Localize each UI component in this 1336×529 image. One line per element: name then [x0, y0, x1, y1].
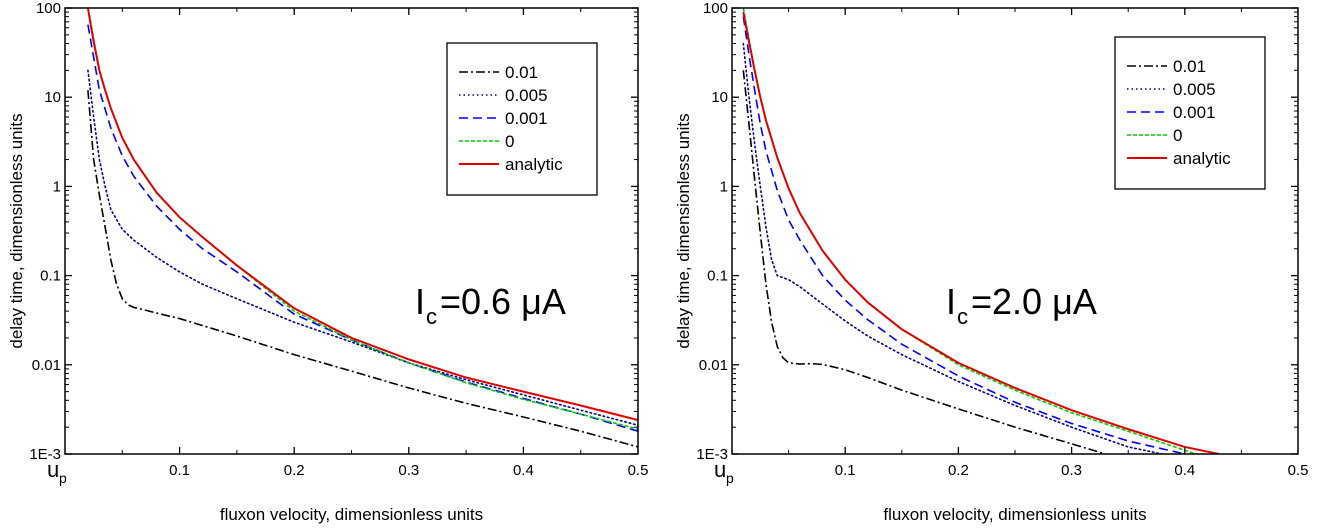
annotation-value: =0.6 μA — [440, 281, 566, 322]
y-tick-label: 0.1 — [40, 268, 61, 285]
x-tick-label: 0.5 — [628, 462, 649, 479]
x-origin-label: u — [714, 457, 726, 482]
y-tick-label: 1 — [720, 178, 728, 195]
y-axis-title: delay time, dimensionless units — [7, 113, 26, 348]
legend-box — [1114, 36, 1266, 190]
series-line-0-005 — [87, 69, 638, 427]
series-line-0-01 — [742, 70, 1106, 454]
x-tick-label: 0.2 — [948, 462, 969, 479]
x-tick-label: 0.1 — [169, 462, 190, 479]
legend-label: 0.005 — [1173, 80, 1216, 99]
legend-label: 0 — [505, 132, 514, 151]
series-line-0-01 — [87, 90, 638, 448]
x-tick-label: 0.4 — [1174, 462, 1195, 479]
series-group — [86, 8, 638, 448]
x-tick-label: 0.3 — [1061, 462, 1082, 479]
y-tick-label: 100 — [703, 0, 728, 17]
legend-label: 0.001 — [1173, 103, 1216, 122]
x-tick-label: 0.4 — [513, 462, 534, 479]
legend-label: 0.01 — [505, 63, 538, 82]
legend-label: 0.005 — [505, 86, 548, 105]
legend-box — [446, 42, 598, 196]
y-axis-title: delay time, dimensionless units — [674, 113, 693, 348]
y-tick-label: 1 — [53, 178, 61, 195]
annotation-subscript: c — [957, 304, 968, 329]
x-axis-title: fluxon velocity, dimensionless units — [883, 505, 1146, 524]
legend: 0.01 0.005 0.001 0 analytic — [446, 42, 598, 196]
x-axis-title: fluxon velocity, dimensionless units — [220, 505, 483, 524]
legend: 0.01 0.005 0.001 0 analytic — [1114, 36, 1266, 190]
series-line-analytic — [742, 11, 1219, 454]
chart-panel-2: 1E-3 0.01 0.1 1 10 100 0.1 0.2 0.3 0.4 0.5 u p fluxon… — [674, 0, 1308, 524]
annotation-main: I — [946, 281, 956, 322]
x-origin-subscript: p — [726, 470, 734, 486]
chart-panel-1: 1E-3 0.01 0.1 1 10 100 0.1 0.2 0.3 0.4 0.5 u p fluxon… — [7, 0, 648, 524]
series-line-0-001 — [742, 16, 1185, 454]
x-origin-subscript: p — [59, 470, 67, 486]
y-tick-label: 0.1 — [707, 268, 728, 285]
legend-label: 0.01 — [1173, 57, 1206, 76]
x-tick-label: 0.2 — [284, 462, 305, 479]
series-group — [742, 8, 1219, 454]
series-line-analytic — [86, 8, 638, 422]
legend-label: 0 — [1173, 126, 1182, 145]
y-tick-label: 0.01 — [32, 357, 61, 374]
y-tick-label: 1E-3 — [696, 446, 728, 463]
legend-label: 0.001 — [505, 109, 548, 128]
y-tick-label: 10 — [44, 89, 61, 106]
legend-label: analytic — [1173, 149, 1231, 168]
y-tick-label: 0.01 — [699, 357, 728, 374]
series-line-0-005 — [742, 42, 1163, 454]
series-line-0-001 — [87, 24, 638, 432]
y-tick-label: 1E-3 — [29, 446, 61, 463]
annotation-main: I — [415, 281, 425, 322]
x-origin-label: u — [47, 457, 59, 482]
x-tick-label: 0.5 — [1288, 462, 1309, 479]
annotation-subscript: c — [426, 304, 437, 329]
annotation-value: =2.0 μA — [971, 281, 1097, 322]
legend-label: analytic — [505, 155, 563, 174]
y-tick-label: 10 — [711, 89, 728, 106]
x-tick-label: 0.1 — [835, 462, 856, 479]
y-tick-label: 100 — [36, 0, 61, 17]
x-tick-label: 0.3 — [398, 462, 419, 479]
